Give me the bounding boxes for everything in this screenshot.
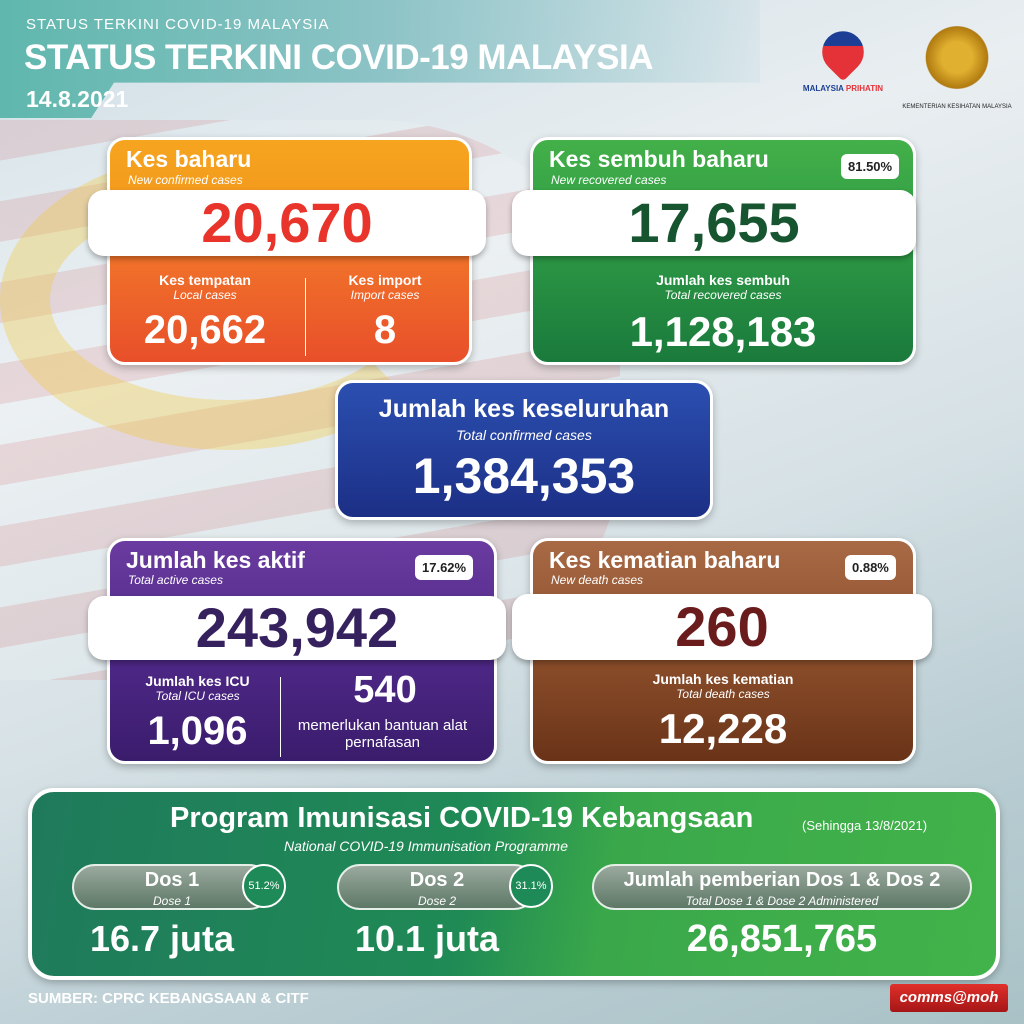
ventilator-value: 540	[353, 669, 417, 711]
vaccine-as-of: (Sehingga 13/8/2021)	[802, 818, 928, 833]
dose1-value: 16.7 juta	[89, 918, 235, 959]
ventilator-label: memerlukan bantuan alat pernafasan	[297, 717, 468, 751]
deaths-subtitle: New death cases	[551, 573, 644, 587]
report-date: 14.8.2021	[26, 86, 129, 112]
icu-value: 1,096	[147, 709, 248, 753]
import-cases-value: 8	[373, 308, 397, 352]
vaccine-subtitle: National COVID-19 Immunisation Programme	[284, 838, 568, 854]
vaccine-title: Program Imunisasi COVID-19 Kebangsaan	[170, 802, 754, 834]
dose1-pill: Dos 1 Dose 1	[72, 864, 272, 910]
source-text: SUMBER: CPRC KEBANGSAAN & CITF	[28, 990, 309, 1007]
icu-label: Jumlah kes ICU Total ICU cases	[145, 673, 250, 703]
recovered-title: Kes sembuh baharu	[549, 146, 769, 172]
total-recovered-value: 1,128,183	[629, 308, 817, 355]
recovered-percent-badge: 81.50%	[841, 154, 900, 179]
total-doses-value: 26,851,765	[686, 918, 878, 960]
dose2-value: 10.1 juta	[354, 918, 500, 959]
total-recovered-label: Jumlah kes sembuh Total recovered cases	[656, 272, 790, 302]
active-percent-badge: 17.62%	[415, 555, 474, 580]
new-cases-title: Kes baharu	[126, 146, 252, 172]
total-deaths-value: 12,228	[658, 705, 788, 752]
import-cases-label: Kes import Import cases	[348, 272, 422, 302]
coat-of-arms-icon	[922, 20, 992, 95]
local-cases-label: Kes tempatan Local cases	[159, 272, 251, 302]
active-cases-subtitle: Total active cases	[128, 573, 223, 587]
recovered-value: 17,655	[512, 190, 916, 256]
kkm-logo: KEMENTERIAN KESIHATAN MALAYSIA	[902, 20, 1012, 113]
header-kicker: STATUS TERKINI COVID-19 MALAYSIA	[26, 16, 330, 33]
total-cases-value: 1,384,353	[412, 448, 636, 504]
recovered-subtitle: New recovered cases	[551, 173, 667, 187]
total-cases-title: Jumlah kes keseluruhan	[378, 395, 670, 423]
total-doses-pill: Jumlah pemberian Dos 1 & Dos 2 Total Dose…	[592, 864, 972, 910]
comms-moh-badge: comms@moh	[890, 984, 1008, 1012]
total-deaths-label: Jumlah kes kematian Total death cases	[652, 671, 794, 701]
total-cases-card: Jumlah kes keseluruhan Total confirmed c…	[335, 380, 713, 520]
deaths-percent-badge: 0.88%	[845, 555, 896, 580]
new-cases-subtitle: New confirmed cases	[128, 173, 243, 187]
local-cases-value: 20,662	[143, 308, 267, 352]
divider	[305, 278, 306, 356]
deaths-value: 260	[512, 594, 932, 660]
malaysia-prihatin-logo: MALAYSIA PRIHATIN	[790, 22, 896, 96]
divider	[280, 677, 281, 757]
vaccine-panel: Program Imunisasi COVID-19 Kebangsaan (S…	[28, 788, 1000, 980]
heart-icon	[813, 22, 873, 82]
active-cases-value: 243,942	[88, 596, 506, 660]
page-title: STATUS TERKINI COVID-19 MALAYSIA	[24, 38, 653, 77]
total-cases-subtitle: Total confirmed cases	[456, 427, 592, 443]
new-cases-value: 20,670	[88, 190, 486, 256]
dose2-pill: Dos 2 Dose 2	[337, 864, 537, 910]
active-cases-title: Jumlah kes aktif	[126, 547, 305, 573]
dose2-percent: 31.1%	[509, 864, 553, 908]
deaths-title: Kes kematian baharu	[549, 547, 781, 573]
dose1-percent: 51.2%	[242, 864, 286, 908]
